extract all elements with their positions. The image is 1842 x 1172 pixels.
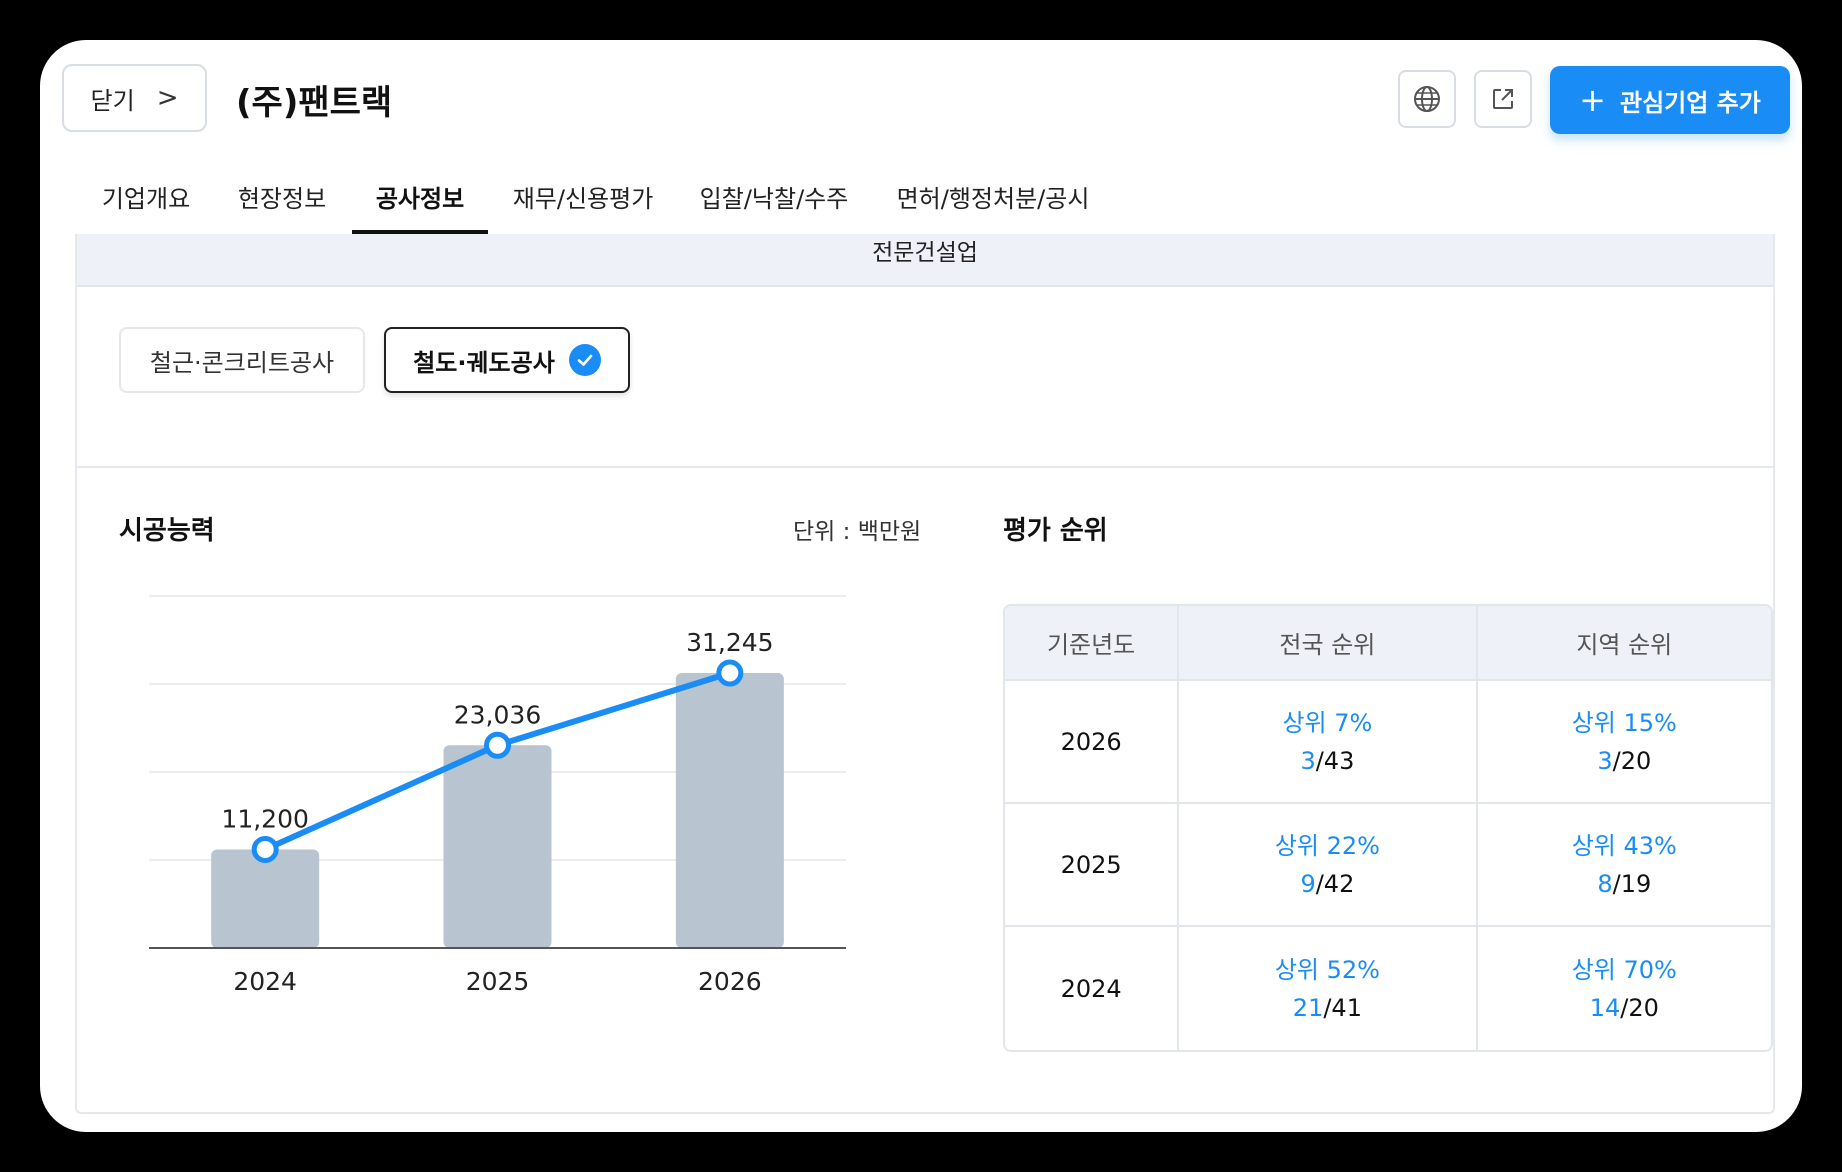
regional-total: /20: [1612, 746, 1652, 775]
x-tick-label: 2024: [233, 967, 297, 996]
tab-construction-info[interactable]: 공사정보: [352, 164, 488, 234]
regional-percentile: 상위 15%: [1571, 708, 1677, 737]
add-favorite-label: 관심기업 추가: [1619, 88, 1761, 117]
external-link-button[interactable]: [1474, 70, 1532, 128]
check-circle-icon: [568, 344, 601, 376]
external-link-icon: [1493, 89, 1513, 109]
filter-chip-label: 철근·콘크리트공사: [149, 348, 335, 377]
company-name: (주)팬트랙: [236, 83, 393, 123]
tab-company-overview[interactable]: 기업개요: [101, 185, 191, 213]
globe-button[interactable]: [1398, 70, 1456, 128]
header-base-year: 기준년도: [1005, 606, 1180, 681]
table-row: 2026 상위 7% 3/43 상위 15% 3/20: [1005, 681, 1771, 804]
plus-icon: +: [1579, 81, 1606, 119]
ranking-title: 평가 순위: [1003, 516, 1108, 546]
chart-bar: [675, 673, 784, 948]
row-year: 2024: [1005, 927, 1180, 1050]
tab-bar: 기업개요 현장정보 공사정보 재무/신용평가 입찰/낙찰/수주 면허/행정처분/…: [40, 164, 1098, 234]
close-button-label: 닫기: [90, 86, 135, 115]
national-percentile: 상위 22%: [1274, 831, 1380, 860]
regional-total: /20: [1620, 993, 1659, 1022]
tab-site-info[interactable]: 현장정보: [237, 185, 327, 213]
regional-percentile: 상위 43%: [1571, 831, 1677, 860]
row-year: 2025: [1005, 804, 1180, 927]
construction-info-panel: 전문건설업 철근·콘크리트공사 철도·궤도공사 시공능력 단위 : 백만원 20…: [75, 234, 1775, 1114]
line-point: [716, 659, 744, 687]
filter-chip-rebar-concrete[interactable]: 철근·콘크리트공사: [119, 327, 365, 393]
capability-title: 시공능력: [119, 516, 215, 546]
national-total: /43: [1315, 746, 1355, 775]
x-tick-label: 2025: [466, 967, 530, 996]
tab-bidding[interactable]: 입찰/낙찰/수주: [699, 185, 849, 213]
line-point: [484, 731, 511, 759]
filter-chip-railway-track[interactable]: 철도·궤도공사: [384, 327, 630, 393]
table-row: 2024 상위 52% 21/41 상위 70% 14/20: [1005, 927, 1771, 1050]
chevron-right-icon: >: [156, 83, 179, 113]
filter-chip-label: 철도·궤도공사: [413, 348, 555, 377]
data-label: 31,245: [686, 628, 773, 657]
national-rank-cell: 상위 52% 21/41: [1179, 927, 1478, 1050]
section-header: 전문건설업: [77, 234, 1773, 287]
regional-rank: 3: [1597, 746, 1613, 775]
national-total: /42: [1315, 869, 1355, 898]
x-tick-label: 2026: [698, 967, 762, 996]
row-year: 2026: [1005, 681, 1180, 804]
unit-label: 단위 : 백만원: [793, 519, 922, 545]
tab-license-admin[interactable]: 면허/행정처분/공시: [896, 185, 1090, 213]
regional-total: /19: [1612, 869, 1652, 898]
national-rank-cell: 상위 7% 3/43: [1179, 681, 1478, 804]
national-rank: 3: [1300, 746, 1316, 775]
national-rank: 21: [1292, 993, 1324, 1022]
header-regional-rank: 지역 순위: [1477, 606, 1771, 681]
national-total: /41: [1323, 993, 1362, 1022]
data-label: 23,036: [454, 700, 541, 729]
regional-rank-cell: 상위 15% 3/20: [1477, 681, 1771, 804]
tab-finance-credit[interactable]: 재무/신용평가: [512, 185, 654, 213]
header-national-rank: 전국 순위: [1179, 606, 1478, 681]
add-favorite-company-button[interactable]: + 관심기업 추가: [1550, 66, 1790, 134]
globe-icon: [1414, 86, 1440, 112]
national-percentile: 상위 7%: [1282, 708, 1373, 737]
chart-bar: [443, 745, 552, 948]
regional-percentile: 상위 70%: [1571, 955, 1677, 984]
chart-bar: [211, 849, 320, 948]
screen: 닫기 > (주)팬트랙 + 관심기업 추가 기업개요: [40, 40, 1802, 1132]
regional-rank-cell: 상위 43% 8/19: [1477, 804, 1771, 927]
regional-rank-cell: 상위 70% 14/20: [1478, 927, 1771, 1050]
capability-chart: 2024 11,200 2025 23,036 2026 31,245: [149, 595, 846, 996]
line-point: [251, 835, 279, 863]
national-rank: 9: [1300, 869, 1316, 898]
ranking-table: 기준년도 전국 순위 지역 순위 2026 상위 7% 3/43 상위 15%: [1003, 604, 1773, 1052]
close-button[interactable]: 닫기 >: [62, 64, 207, 132]
national-percentile: 상위 52%: [1274, 955, 1380, 984]
national-rank-cell: 상위 22% 9/42: [1179, 804, 1478, 927]
table-row: 2025 상위 22% 9/42 상위 43% 8/19: [1005, 804, 1771, 927]
data-label: 11,200: [221, 804, 308, 833]
ranking-header-row: 기준년도 전국 순위 지역 순위: [1005, 606, 1771, 681]
regional-rank: 14: [1589, 993, 1621, 1022]
divider: [77, 466, 1773, 468]
regional-rank: 8: [1597, 869, 1613, 898]
